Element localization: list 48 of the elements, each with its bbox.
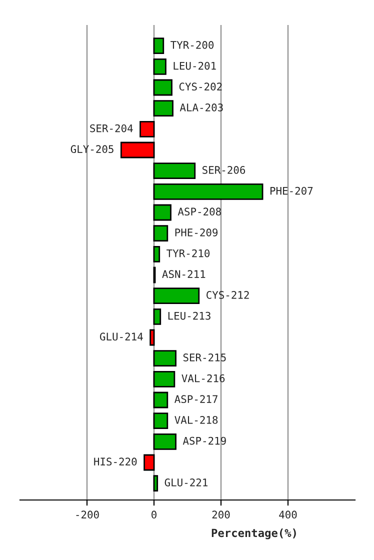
y-tick-label: TYR-200: [170, 41, 214, 49]
bar: [153, 183, 264, 200]
y-tick-label: LEU-201: [174, 62, 216, 70]
x-axis-title: Percentage(%): [212, 528, 296, 540]
y-tick-label: ASP-219: [182, 436, 226, 445]
bar: [153, 392, 168, 408]
y-tick-label: VAL-218: [174, 416, 218, 424]
bar: [153, 204, 172, 221]
bar: [140, 120, 155, 138]
x-tick-label: 0: [152, 510, 156, 519]
y-tick-label: PHE-207: [270, 186, 313, 195]
x-tick-label: 400: [279, 510, 297, 519]
bar: [153, 58, 166, 75]
y-tick-label: VAL-216: [182, 374, 225, 382]
bar: [153, 100, 174, 117]
bar: [153, 433, 176, 450]
y-tick-label: SER-215: [183, 354, 226, 362]
y-tick-label: GLU-221: [164, 478, 208, 486]
bar: [153, 246, 160, 262]
y-tick-label: SER-206: [202, 166, 246, 174]
y-tick-label: GLU-214: [100, 332, 143, 341]
y-tick-label: TYR-210: [166, 249, 210, 258]
y-tick-label: LEU-213: [168, 312, 210, 320]
bar: [153, 475, 158, 492]
bar: [150, 329, 155, 346]
bar: [144, 454, 155, 471]
bar: [153, 350, 176, 367]
y-tick-label: ASP-208: [178, 208, 221, 216]
y-tick-label: ASN-211: [162, 270, 206, 278]
y-tick-label: CYS-212: [206, 291, 249, 299]
y-tick-label: HIS-220: [94, 458, 137, 466]
bar: [153, 225, 168, 242]
bar: [153, 162, 196, 180]
y-tick-label: CYS-202: [179, 82, 222, 91]
y-tick-label: ASP-217: [174, 395, 218, 404]
x-tick-label: -200: [76, 510, 99, 519]
x-tick-label: 200: [212, 510, 230, 519]
y-tick-label: ALA-203: [180, 104, 223, 112]
bar: [153, 370, 176, 388]
y-tick-label: GLY-205: [70, 145, 114, 154]
bar: [153, 308, 162, 325]
bar: [153, 412, 168, 430]
bar: [153, 79, 172, 96]
bar: [153, 38, 164, 54]
bar: [120, 142, 155, 158]
y-tick-label: PHE-209: [175, 228, 218, 236]
bar: [153, 288, 200, 304]
y-tick-label: SER-204: [90, 124, 133, 132]
